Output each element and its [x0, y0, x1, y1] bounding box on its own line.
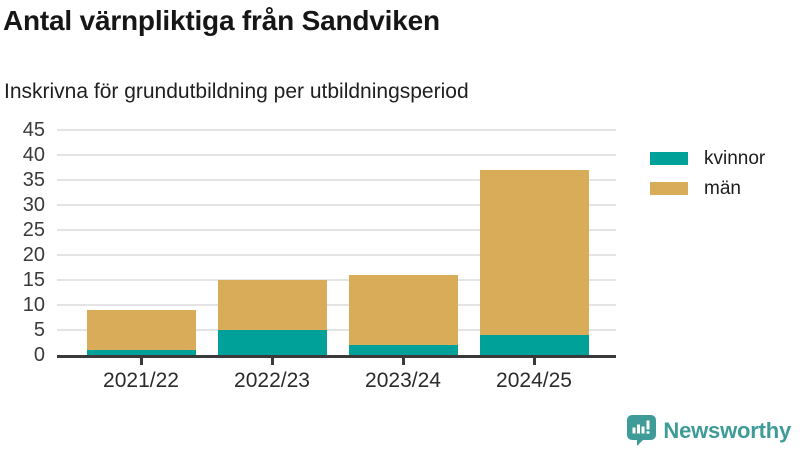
newsworthy-icon — [627, 415, 657, 446]
y-tick-label-5: 5 — [33, 319, 45, 341]
bar-2022/23 — [217, 130, 327, 355]
x-tick-2023/24 — [401, 358, 405, 365]
gridline-15 — [57, 279, 616, 282]
gridline-40 — [57, 154, 616, 157]
legend-swatch-kvinnor — [650, 152, 688, 165]
x-tick-label-2023/24: 2023/24 — [365, 369, 441, 392]
bar-segment-kvinnor-2021/22 — [86, 350, 196, 355]
legend: kvinnor män — [650, 149, 765, 209]
y-tick-label-15: 15 — [22, 269, 45, 292]
plot-area: 2021/22 2022/23 2023/24 2024/25 — [57, 129, 616, 392]
x-tick-2022/23 — [270, 358, 274, 365]
legend-label-kvinnor: kvinnor — [704, 148, 766, 169]
y-tick-label-45: 45 — [22, 119, 45, 141]
legend-item-man: män — [650, 179, 765, 198]
y-tick-label-0: 0 — [33, 344, 45, 366]
y-axis-labels: 0 5 10 15 20 25 30 35 40 45 — [0, 120, 45, 365]
gridline-25 — [57, 229, 616, 231]
x-tick-2021/22 — [139, 358, 143, 365]
bar-segment-kvinnor-2022/23 — [217, 330, 327, 355]
y-tick-label-25: 25 — [22, 219, 45, 241]
bar-2023/24 — [348, 130, 458, 355]
x-tick-label-2022/23: 2022/23 — [234, 369, 310, 392]
gridline-35 — [57, 179, 616, 181]
chart-subtitle: Inskrivna för grundutbildning per utbild… — [4, 80, 469, 103]
legend-label-man: män — [704, 178, 741, 199]
y-tick-label-20: 20 — [22, 244, 45, 266]
x-tick-label-2024/25: 2024/25 — [496, 369, 572, 392]
chart-title: Antal värnpliktiga från Sandviken — [3, 5, 440, 36]
gridline-10 — [57, 304, 616, 307]
gridline-5 — [57, 329, 616, 332]
bar-segment-män-2021/22 — [86, 310, 196, 351]
gridline-45 — [57, 129, 616, 131]
gridline-20 — [57, 254, 616, 257]
y-tick-label-30: 30 — [22, 194, 45, 217]
legend-swatch-man — [650, 182, 688, 195]
bar-segment-kvinnor-2023/24 — [348, 345, 458, 355]
bar-2024/25 — [479, 130, 589, 355]
bar-segment-kvinnor-2024/25 — [479, 335, 589, 355]
x-tick-2024/25 — [532, 358, 536, 365]
bar-segment-män-2022/23 — [217, 280, 327, 330]
legend-item-kvinnor: kvinnor — [650, 149, 765, 168]
newsworthy-logo[interactable]: Newsworthy — [627, 415, 791, 446]
bar-segment-män-2023/24 — [348, 275, 458, 346]
y-tick-label-35: 35 — [22, 169, 45, 191]
newsworthy-logo-text: Newsworthy — [663, 417, 791, 443]
x-tick-label-2021/22: 2021/22 — [103, 369, 179, 392]
y-tick-label-10: 10 — [22, 294, 45, 316]
bar-2021/22 — [86, 130, 196, 355]
gridline-30 — [57, 204, 616, 207]
bar-segment-män-2024/25 — [479, 170, 589, 336]
y-tick-label-40: 40 — [22, 144, 45, 166]
